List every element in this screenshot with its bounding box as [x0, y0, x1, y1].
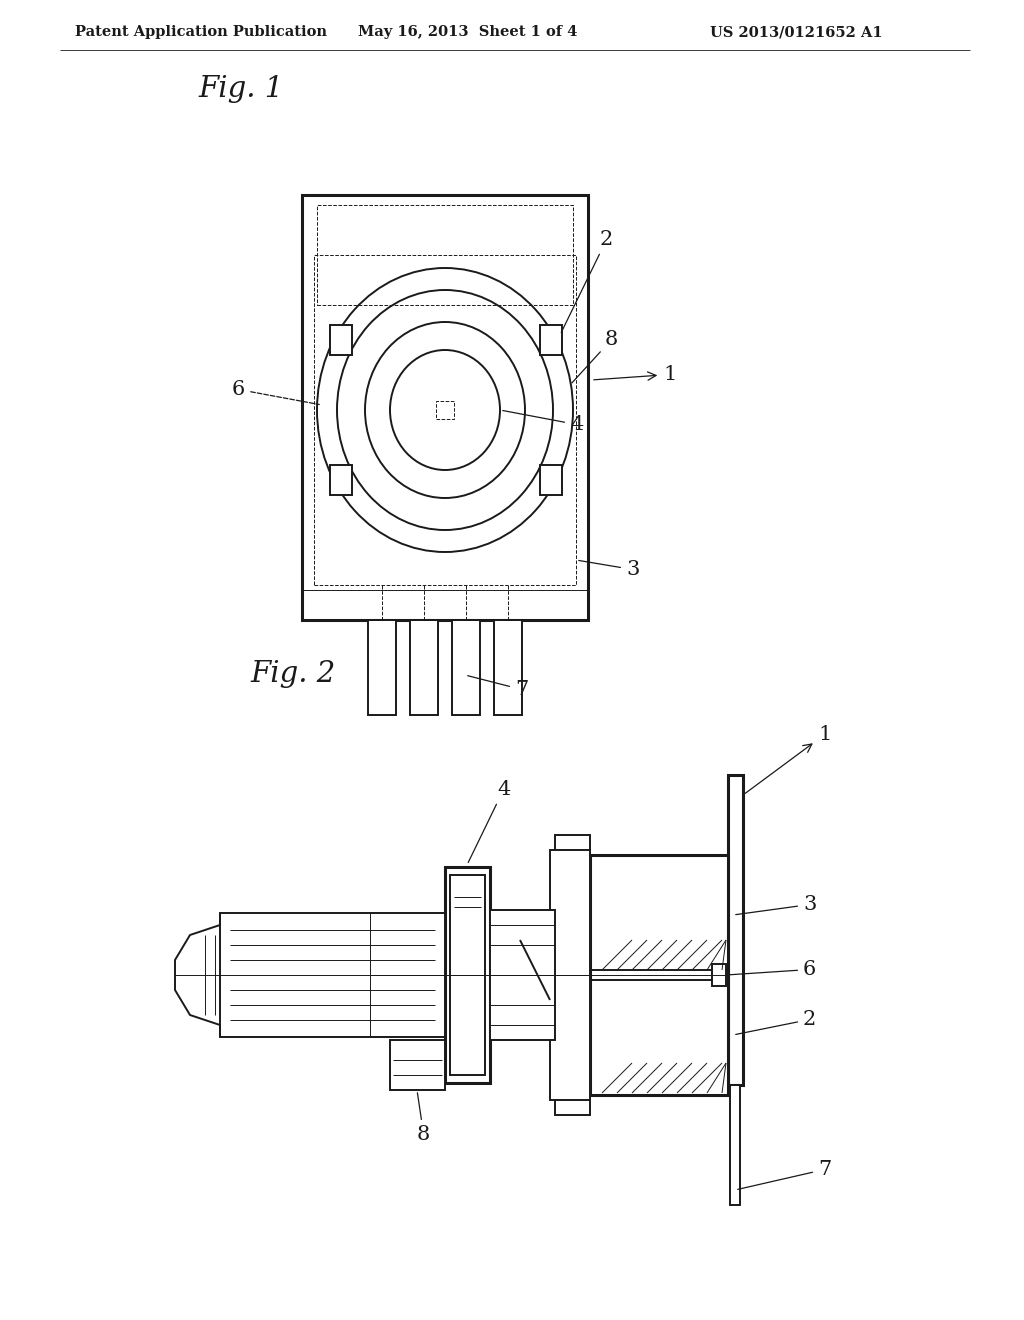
- Bar: [368, 620, 396, 715]
- Bar: [555, 836, 590, 1115]
- Text: May 16, 2013  Sheet 1 of 4: May 16, 2013 Sheet 1 of 4: [358, 25, 578, 40]
- Bar: [494, 620, 522, 715]
- Text: 6: 6: [232, 380, 319, 404]
- Bar: [728, 775, 743, 1085]
- Bar: [330, 465, 352, 495]
- Text: 2: 2: [735, 1010, 816, 1035]
- Text: 1: 1: [745, 725, 831, 793]
- Bar: [450, 875, 485, 1074]
- Bar: [730, 1085, 740, 1205]
- Bar: [540, 325, 562, 355]
- Bar: [330, 325, 352, 355]
- Text: 1: 1: [594, 366, 677, 384]
- Bar: [445, 867, 490, 1082]
- Bar: [390, 1040, 445, 1090]
- Text: 2: 2: [561, 230, 613, 333]
- Text: 7: 7: [737, 1160, 831, 1189]
- Bar: [302, 195, 588, 620]
- Bar: [410, 620, 438, 715]
- Bar: [220, 913, 445, 1038]
- Bar: [550, 850, 590, 1100]
- Text: 8: 8: [417, 1093, 430, 1144]
- Bar: [590, 979, 728, 1096]
- Text: Fig. 2: Fig. 2: [250, 660, 335, 688]
- Bar: [436, 401, 454, 418]
- Text: 8: 8: [571, 330, 618, 383]
- Bar: [314, 255, 575, 585]
- Text: US 2013/0121652 A1: US 2013/0121652 A1: [710, 25, 883, 40]
- Text: 7: 7: [468, 676, 528, 700]
- Text: 6: 6: [729, 960, 816, 979]
- Bar: [540, 465, 562, 495]
- Text: Patent Application Publication: Patent Application Publication: [75, 25, 327, 40]
- Text: 3: 3: [579, 560, 639, 579]
- Text: 4: 4: [503, 411, 584, 434]
- Text: 3: 3: [736, 895, 816, 915]
- Bar: [490, 909, 555, 1040]
- Bar: [712, 964, 726, 986]
- Bar: [317, 205, 573, 305]
- Text: Fig. 1: Fig. 1: [198, 75, 284, 103]
- Bar: [590, 855, 728, 1096]
- Text: 4: 4: [468, 780, 510, 862]
- Bar: [452, 620, 480, 715]
- Bar: [590, 855, 728, 970]
